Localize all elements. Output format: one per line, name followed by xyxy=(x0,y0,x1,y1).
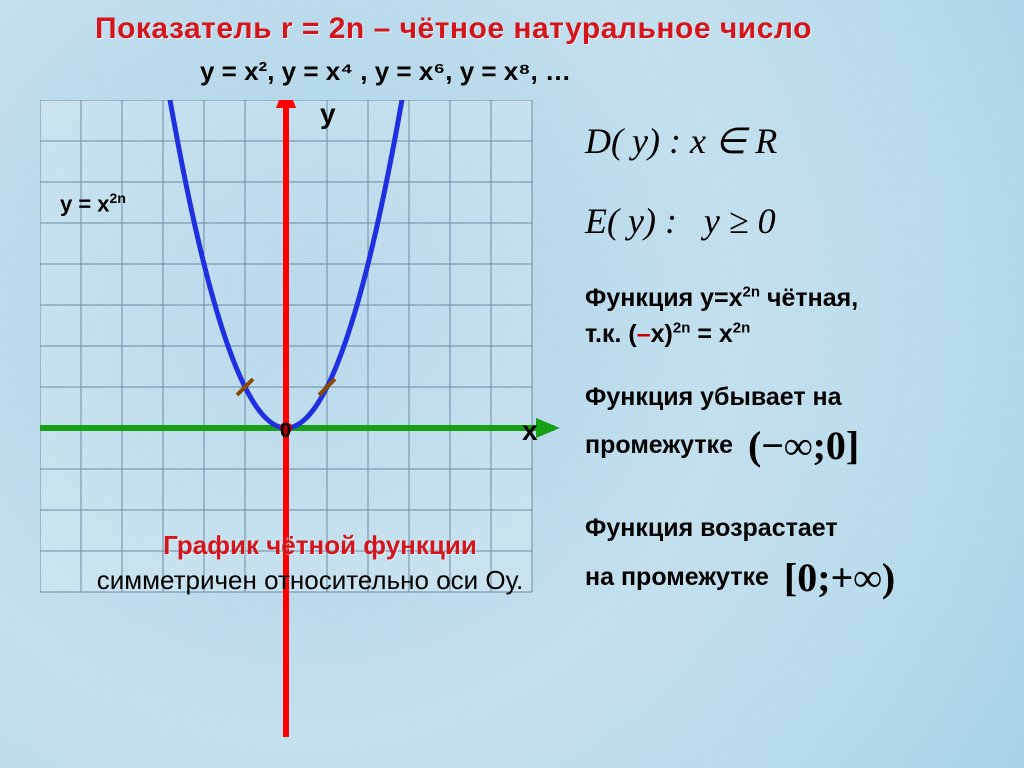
increasing-text2: на промежутке xyxy=(585,563,769,591)
decreasing-interval: (−∞;0] xyxy=(748,416,859,476)
properties-column: D( y) : x ∈ R E( y) : y ≥ 0 Функция у=х2… xyxy=(585,120,1005,608)
increasing-interval: [0;+∞) xyxy=(784,548,895,608)
decreasing-text1: Функция убывает на xyxy=(585,383,842,411)
chart-area xyxy=(40,100,532,592)
symmetry-text: симметричен относительно оси Оу. xyxy=(80,564,540,597)
range-text: E( y) : y ≥ 0 xyxy=(585,200,1005,242)
parity-text: Функция у=х2n чётная,т.к. (–х)2n = х2n xyxy=(585,280,1005,353)
curve-label: у = х2n xyxy=(60,190,126,217)
symmetry-title: График чётной функции xyxy=(110,530,530,561)
decreasing-text2: промежутке xyxy=(585,431,733,459)
domain-text: D( y) : x ∈ R xyxy=(585,120,1005,162)
decreasing-block: Функция убывает на промежутке (−∞;0] xyxy=(585,379,1005,477)
page-title: Показатель r = 2n – чётное натуральное ч… xyxy=(95,12,812,46)
x-axis-label: х xyxy=(522,415,538,447)
increasing-block: Функция возрастает на промежутке [0;+∞) xyxy=(585,510,1005,608)
increasing-text1: Функция возрастает xyxy=(585,514,838,542)
origin-label: 0 xyxy=(280,420,291,443)
y-axis-label: у xyxy=(320,98,336,130)
function-examples: у = х², у = х⁴ , у = х⁶, у = х⁸, … xyxy=(200,56,571,87)
